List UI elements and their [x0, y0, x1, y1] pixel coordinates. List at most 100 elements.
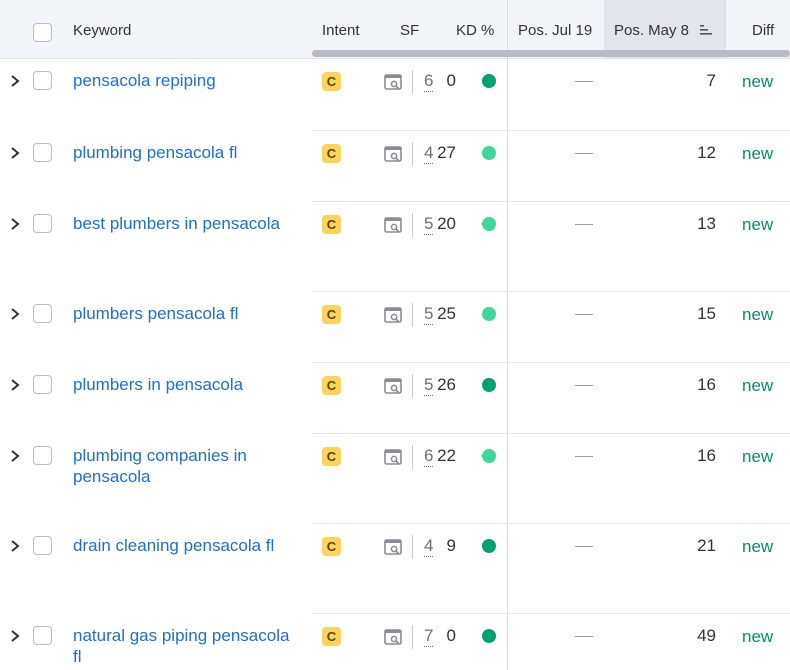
table-row: natural gas piping pensacola fl C 7 0 49… [0, 613, 790, 670]
kd-value: 26 [437, 375, 456, 394]
column-divider [507, 58, 508, 670]
expand-row-chevron-icon[interactable] [10, 378, 20, 392]
column-header-intent-label: Intent [322, 22, 360, 39]
row-divider [312, 362, 790, 363]
intent-badge[interactable]: C [322, 627, 341, 646]
expand-row-chevron-icon[interactable] [10, 307, 20, 321]
pos-jul-empty-dash [575, 314, 593, 315]
kd-value: 27 [437, 143, 456, 162]
sf-divider [412, 535, 413, 559]
intent-badge[interactable]: C [322, 537, 341, 556]
row-checkbox[interactable] [33, 626, 52, 645]
select-all-checkbox[interactable] [33, 23, 52, 42]
expand-row-chevron-icon[interactable] [10, 629, 20, 643]
sf-divider [412, 213, 413, 237]
pos-jul-empty-dash [575, 224, 593, 225]
table-header: Keyword Intent SF KD % Pos. Jul 19 Pos. … [0, 0, 790, 59]
serp-features-icon[interactable] [384, 146, 402, 162]
column-header-pos-may-label: Pos. May 8 [614, 22, 690, 39]
kd-difficulty-dot [482, 307, 496, 321]
serp-features-icon[interactable] [384, 449, 402, 465]
column-header-pos-jul-label: Pos. Jul 19 [518, 22, 593, 39]
row-divider [312, 201, 790, 202]
diff-value: new [742, 305, 774, 324]
column-header-kd-label: KD % [456, 22, 495, 39]
table-row: plumbing companies in pensacola C 6 22 1… [0, 433, 790, 527]
intent-badge[interactable]: C [322, 305, 341, 324]
row-checkbox[interactable] [33, 143, 52, 162]
keyword-link[interactable]: plumbing pensacola fl [73, 143, 238, 162]
pos-jul-empty-dash [575, 456, 593, 457]
horizontal-scrollbar[interactable] [312, 50, 790, 57]
keyword-link[interactable]: pensacola repiping [73, 71, 216, 90]
pos-may-value: 12 [697, 143, 716, 162]
kd-value: 0 [446, 71, 456, 90]
table-row: plumbers pensacola fl C 5 25 15 new [0, 291, 790, 366]
keyword-link[interactable]: best plumbers in pensacola [73, 214, 280, 233]
keyword-link[interactable]: drain cleaning pensacola fl [73, 536, 275, 555]
intent-badge[interactable]: C [322, 72, 341, 91]
kd-difficulty-dot [482, 378, 496, 392]
pos-may-value: 21 [697, 536, 716, 555]
sf-count[interactable]: 5 [424, 375, 434, 396]
serp-features-icon[interactable] [384, 539, 402, 555]
expand-row-chevron-icon[interactable] [10, 74, 20, 88]
row-checkbox[interactable] [33, 375, 52, 394]
serp-features-icon[interactable] [384, 217, 402, 233]
pos-may-value: 7 [706, 71, 716, 90]
row-divider [312, 613, 790, 614]
sf-divider [412, 70, 413, 94]
expand-row-chevron-icon[interactable] [10, 539, 20, 553]
serp-features-icon[interactable] [384, 307, 402, 323]
kd-difficulty-dot [482, 449, 496, 463]
serp-features-icon[interactable] [384, 629, 402, 645]
column-header-diff-label: Diff [752, 22, 775, 39]
expand-row-chevron-icon[interactable] [10, 449, 20, 463]
keyword-link[interactable]: plumbers pensacola fl [73, 304, 239, 323]
table-row: best plumbers in pensacola C 5 20 13 new [0, 201, 790, 295]
diff-value: new [742, 215, 774, 234]
serp-features-icon[interactable] [384, 74, 402, 90]
expand-row-chevron-icon[interactable] [10, 217, 20, 231]
table-row: plumbers in pensacola C 5 26 16 new [0, 362, 790, 437]
sf-count[interactable]: 5 [424, 214, 434, 235]
sf-count[interactable]: 5 [424, 304, 434, 325]
pos-may-value: 15 [697, 304, 716, 323]
row-checkbox[interactable] [33, 71, 52, 90]
intent-badge[interactable]: C [322, 144, 341, 163]
pos-jul-empty-dash [575, 546, 593, 547]
pos-may-value: 49 [697, 626, 716, 645]
row-divider [312, 130, 790, 131]
sf-count[interactable]: 6 [424, 71, 434, 92]
diff-value: new [742, 144, 774, 163]
row-divider [312, 291, 790, 292]
row-checkbox[interactable] [33, 214, 52, 233]
kd-difficulty-dot [482, 217, 496, 231]
kd-value: 22 [437, 446, 456, 465]
keyword-link[interactable]: natural gas piping pensacola fl [73, 626, 290, 666]
intent-badge[interactable]: C [322, 376, 341, 395]
sf-count[interactable]: 7 [424, 626, 434, 647]
keyword-link[interactable]: plumbing companies in pensacola [73, 446, 247, 486]
sf-divider [412, 142, 413, 166]
keyword-link[interactable]: plumbers in pensacola [73, 375, 244, 394]
kd-value: 20 [437, 214, 456, 233]
row-checkbox[interactable] [33, 304, 52, 323]
sf-count[interactable]: 4 [424, 143, 434, 164]
serp-features-icon[interactable] [384, 378, 402, 394]
pos-jul-empty-dash [575, 81, 593, 82]
column-header-pos-may[interactable]: Pos. May 8 [604, 0, 725, 58]
row-checkbox[interactable] [33, 536, 52, 555]
diff-value: new [742, 537, 774, 556]
sf-count[interactable]: 6 [424, 446, 434, 467]
intent-badge[interactable]: C [322, 215, 341, 234]
sf-divider [412, 625, 413, 649]
intent-badge[interactable]: C [322, 447, 341, 466]
kd-difficulty-dot [482, 629, 496, 643]
table-row: drain cleaning pensacola fl C 4 9 21 new [0, 523, 790, 617]
sf-count[interactable]: 4 [424, 536, 434, 557]
sort-ascending-icon[interactable] [699, 23, 713, 37]
expand-row-chevron-icon[interactable] [10, 146, 20, 160]
kd-difficulty-dot [482, 146, 496, 160]
row-checkbox[interactable] [33, 446, 52, 465]
